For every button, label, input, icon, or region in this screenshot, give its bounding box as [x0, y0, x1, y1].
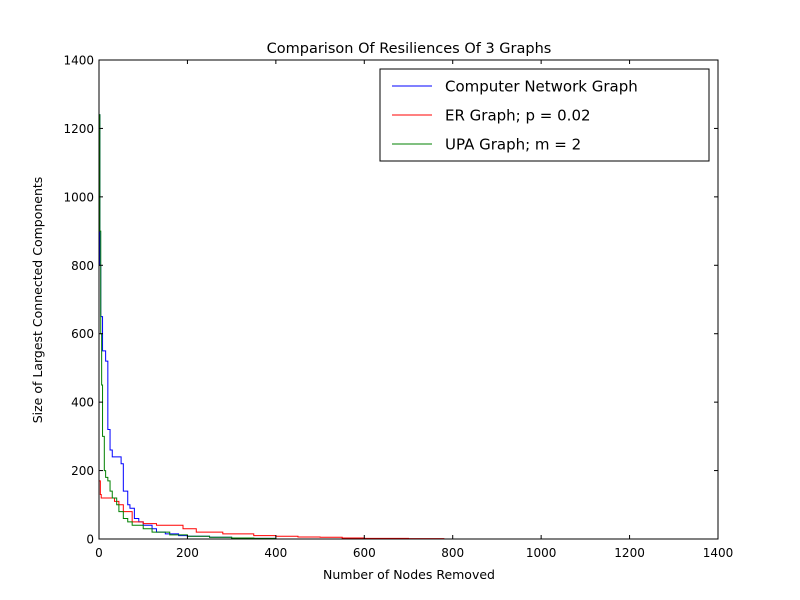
x-tick-label: 1200 — [614, 546, 645, 560]
y-tick-label: 800 — [71, 259, 94, 273]
y-tick-label: 400 — [71, 396, 94, 410]
x-axis-title: Number of Nodes Removed — [323, 567, 495, 582]
x-tick-label: 800 — [441, 546, 464, 560]
y-tick-label: 200 — [71, 464, 94, 478]
chart-title: Comparison Of Resiliences Of 3 Graphs — [267, 41, 552, 57]
y-axis: 0 200 400 600 800 1000 1200 1400 — [63, 54, 718, 547]
x-tick-label: 200 — [176, 546, 199, 560]
x-tick-label: 1400 — [703, 546, 734, 560]
y-axis-title: Size of Largest Connected Components — [30, 177, 45, 424]
x-tick-label: 0 — [95, 546, 103, 560]
y-tick-label: 1200 — [63, 122, 94, 136]
legend-box — [379, 68, 710, 162]
plot-lines — [99, 114, 445, 540]
x-tick-label: 600 — [353, 546, 376, 560]
legend-label-2: ER Graph; p = 0.02 — [445, 107, 591, 125]
legend: Computer Network Graph ER Graph; p = 0.02… — [379, 68, 710, 162]
series-line-3 — [99, 114, 277, 539]
plot-frame — [98, 59, 719, 540]
legend-label-3: UPA Graph; m = 2 — [445, 136, 581, 154]
y-tick-label: 600 — [71, 327, 94, 341]
series-line-1 — [99, 114, 277, 539]
y-tick-label: 1000 — [63, 190, 94, 204]
x-tick-label: 400 — [264, 546, 287, 560]
y-tick-label: 1400 — [63, 54, 94, 68]
x-tick-label: 1000 — [526, 546, 557, 560]
y-tick-label: 0 — [86, 533, 94, 547]
series-line-2 — [99, 480, 445, 540]
legend-label-1: Computer Network Graph — [445, 78, 638, 96]
x-axis: 0 200 400 600 800 1000 1200 1400 — [95, 60, 733, 560]
